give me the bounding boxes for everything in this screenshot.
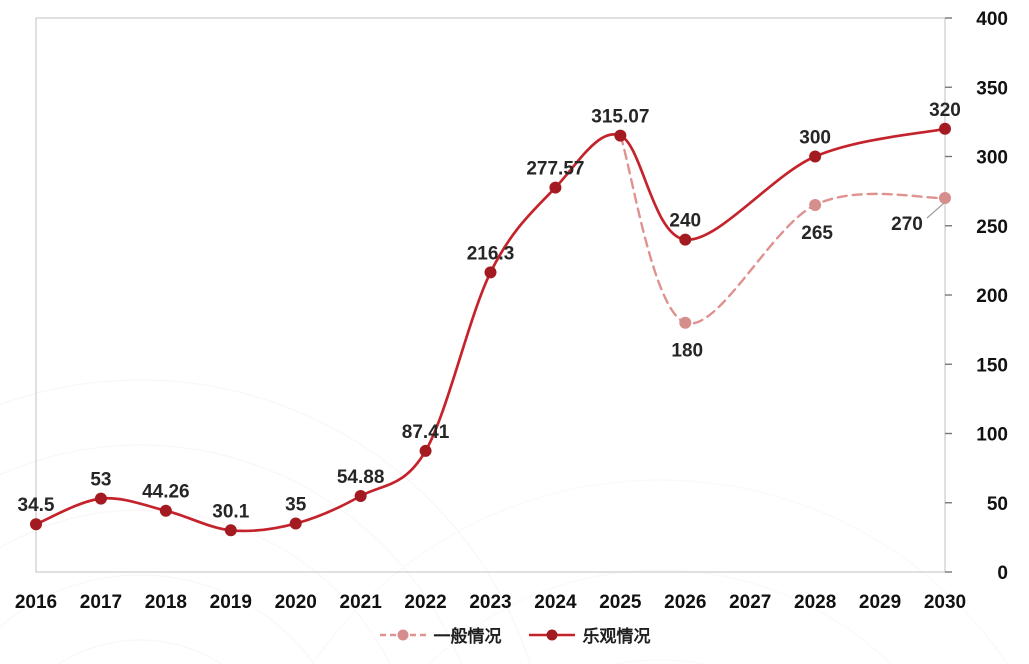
- x-tick-label: 2020: [275, 592, 317, 613]
- y-tick-label: 250: [976, 217, 1008, 238]
- x-tick-label: 2016: [15, 592, 57, 613]
- y-tick-label: 300: [976, 148, 1008, 169]
- data-point-marker: [679, 233, 692, 246]
- data-point-marker: [224, 524, 237, 537]
- data-point-marker: [549, 181, 562, 194]
- data-point-label: 315.07: [591, 107, 649, 128]
- x-tick-label: 2026: [664, 592, 706, 613]
- y-tick-label: 100: [976, 425, 1008, 446]
- x-tick-label: 2018: [145, 592, 187, 613]
- legend-label: 乐观情况: [582, 627, 651, 646]
- x-axis: 2016 2017 2018 2019 2020 2021 2022 2023 2024 2025…: [15, 592, 966, 613]
- x-tick-label: 2023: [469, 592, 511, 613]
- legend-dashed-line-icon: [379, 629, 426, 640]
- data-point-label: 265: [801, 223, 833, 244]
- data-point-label: 300: [799, 128, 831, 149]
- data-point-label: 35: [285, 495, 307, 516]
- data-point-marker: [809, 150, 822, 163]
- legend-label: 一般情况: [433, 627, 502, 646]
- x-tick-label: 2025: [599, 592, 642, 613]
- data-point-label: 44.26: [142, 482, 190, 503]
- data-point-label: 53: [90, 470, 111, 491]
- legend-item-1: 乐观情况: [528, 622, 651, 647]
- x-tick-label: 2021: [340, 592, 383, 613]
- data-point-marker: [939, 122, 951, 135]
- x-tick-label: 2027: [729, 592, 771, 613]
- x-tick-label: 2030: [924, 592, 966, 613]
- y-tick-label: 200: [976, 286, 1008, 307]
- x-tick-label: 2019: [210, 592, 252, 613]
- data-point-label: 30.1: [212, 501, 249, 522]
- y-axis: 0 50 100 150 200 250 300 350 400: [945, 9, 1008, 584]
- data-point-label: 320: [929, 100, 961, 121]
- x-tick-label: 2022: [404, 592, 446, 613]
- data-point-marker: [809, 198, 822, 211]
- data-point-marker: [939, 192, 951, 205]
- chart-legend: 一般情况 乐观情况: [0, 622, 1029, 647]
- data-point-marker: [354, 489, 367, 502]
- y-tick-label: 150: [976, 355, 1008, 376]
- data-point-marker: [94, 492, 107, 505]
- y-tick-label: 0: [997, 563, 1008, 584]
- label-leader-line: [926, 202, 945, 219]
- series-1: 34.5 53 44.26 30.1 35 54.88 87.41 216.3 277.57 31…: [18, 100, 961, 537]
- data-point-marker: [419, 444, 432, 457]
- data-point-marker: [484, 266, 497, 279]
- series-1-line: [34, 127, 947, 533]
- data-point-label: 180: [671, 341, 703, 362]
- data-point-label: 87.41: [402, 422, 450, 443]
- watermark-arcs: [0, 379, 1009, 664]
- legend-item-0: 一般情况: [379, 622, 502, 647]
- data-point-label: 277.57: [526, 159, 584, 180]
- series-0: 180 265 270: [619, 134, 951, 362]
- data-point-label: 34.5: [18, 495, 55, 516]
- data-point-marker: [289, 517, 302, 530]
- y-tick-label: 400: [976, 9, 1008, 30]
- series-0-line: [619, 134, 947, 325]
- data-point-marker: [30, 518, 42, 531]
- data-point-marker: [159, 504, 172, 517]
- y-tick-label: 50: [987, 494, 1008, 515]
- legend-solid-line-icon: [528, 629, 575, 640]
- x-tick-label: 2017: [80, 592, 122, 613]
- y-tick-label: 350: [976, 78, 1008, 99]
- data-point-label: 240: [669, 211, 701, 232]
- data-point-marker: [679, 316, 692, 329]
- data-point-label: 54.88: [337, 467, 385, 488]
- x-tick-label: 2024: [534, 592, 577, 613]
- data-point-label: 270: [891, 214, 923, 235]
- data-point-marker: [614, 129, 627, 142]
- x-tick-label: 2028: [794, 592, 836, 613]
- data-point-label: 216.3: [467, 243, 515, 264]
- x-tick-label: 2029: [859, 592, 901, 613]
